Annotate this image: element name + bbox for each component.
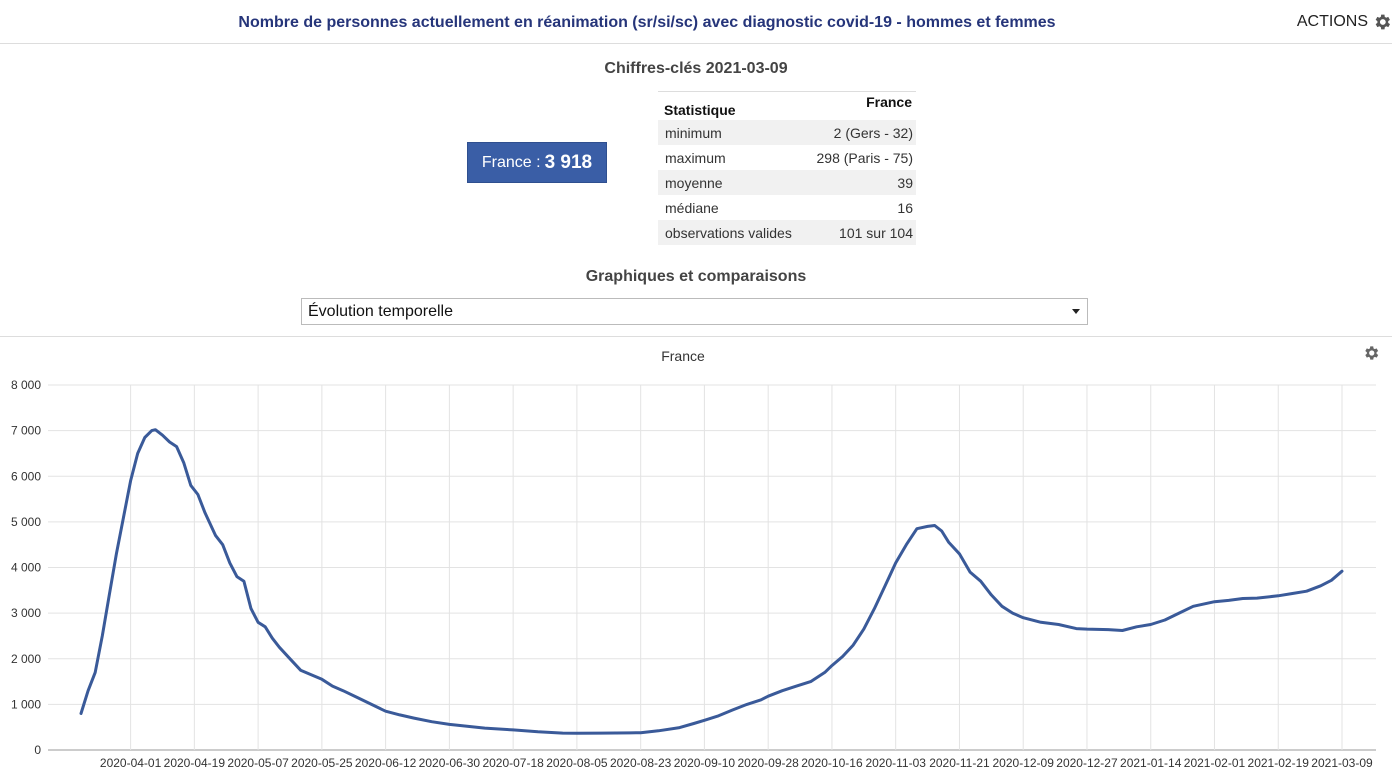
table-cell: minimum	[658, 120, 804, 145]
value-number: 3 918	[544, 151, 593, 173]
chart-type-select[interactable]: Évolution temporelle	[301, 298, 1088, 325]
chart-panel: France 0 1 000 2 000 3 000 4 000 5 000 6 000 7 0…	[0, 336, 1392, 775]
france-value-box: France : 3 918	[467, 142, 607, 183]
table-cell: médiane	[665, 199, 719, 216]
key-figures-title: Chiffres-clés 2021-03-09	[604, 60, 788, 77]
x-tick-label: 2021-01-14	[1120, 756, 1182, 770]
table-row: moyenne 39	[658, 170, 916, 195]
y-tick-label: 2 000	[11, 652, 41, 666]
x-tick-label: 2020-08-23	[610, 756, 672, 770]
table-cell: 298 (Paris - 75)	[816, 149, 913, 166]
x-tick-label: 2020-09-10	[674, 756, 736, 770]
x-tick-label: 2020-10-16	[801, 756, 863, 770]
x-tick-label: 2021-03-09	[1311, 756, 1373, 770]
table-header-row: Statistique France	[658, 91, 916, 120]
y-tick-label: 0	[34, 743, 41, 757]
x-tick-label: 2020-04-01	[100, 756, 162, 770]
table-header: France	[803, 91, 916, 120]
table-row: observations valides 101 sur 104	[658, 220, 916, 245]
x-tick-label: 2020-12-09	[993, 756, 1055, 770]
page-header: Nombre de personnes actuellement en réan…	[0, 0, 1392, 44]
table-cell: 101 sur 104	[803, 220, 916, 245]
y-tick-label: 1 000	[11, 697, 41, 711]
table-row: maximum 298 (Paris - 75)	[658, 145, 916, 170]
table-header: Statistique	[658, 91, 804, 120]
x-tick-label: 2021-02-19	[1248, 756, 1310, 770]
gear-icon[interactable]	[1362, 344, 1380, 362]
table-cell: 2 (Gers - 32)	[803, 120, 916, 145]
x-tick-label: 2020-08-05	[546, 756, 608, 770]
value-label: France :	[481, 153, 541, 171]
line-chart: France 0 1 000 2 000 3 000 4 000 5 000 6 000 7 0…	[11, 348, 1376, 770]
y-tick-label: 4 000	[11, 561, 41, 575]
x-tick-label: 2020-04-19	[164, 756, 226, 770]
page-title: Nombre de personnes actuellement en réan…	[238, 14, 1056, 31]
y-tick-label: 6 000	[11, 469, 41, 483]
x-tick-label: 2021-02-01	[1184, 756, 1246, 770]
table-cell: 39	[803, 170, 916, 195]
table-cell: moyenne	[658, 170, 804, 195]
statistics-table: Statistique France minimum 2 (Gers - 32)…	[658, 91, 916, 245]
graphs-title: Graphiques et comparaisons	[585, 268, 807, 285]
y-tick-label: 8 000	[11, 378, 41, 392]
chart-type-selected: Évolution temporelle	[308, 303, 453, 320]
actions-button[interactable]: ACTIONS	[1297, 12, 1392, 32]
table-cell: maximum	[665, 149, 726, 166]
caret-down-icon	[1072, 309, 1080, 314]
x-tick-label: 2020-05-07	[227, 756, 289, 770]
table-cell: observations valides	[658, 220, 804, 245]
x-tick-label: 2020-06-30	[419, 756, 481, 770]
table-cell: 16	[897, 199, 913, 216]
table-row: minimum 2 (Gers - 32)	[658, 120, 916, 145]
y-tick-label: 7 000	[11, 424, 41, 438]
series-line	[79, 428, 1344, 735]
x-tick-label: 2020-12-27	[1056, 756, 1118, 770]
table-row: médiane 16	[658, 195, 916, 220]
gear-icon	[1375, 14, 1390, 30]
x-tick-label: 2020-07-18	[482, 756, 544, 770]
x-tick-label: 2020-11-21	[929, 756, 990, 770]
chart-title: France	[661, 348, 705, 364]
x-tick-label: 2020-11-03	[865, 756, 926, 770]
y-tick-label: 3 000	[11, 606, 41, 620]
x-tick-label: 2020-09-28	[737, 756, 799, 770]
x-tick-label: 2020-06-12	[355, 756, 417, 770]
y-tick-label: 5 000	[11, 515, 41, 529]
actions-label: ACTIONS	[1296, 13, 1368, 30]
x-tick-label: 2020-05-25	[291, 756, 353, 770]
